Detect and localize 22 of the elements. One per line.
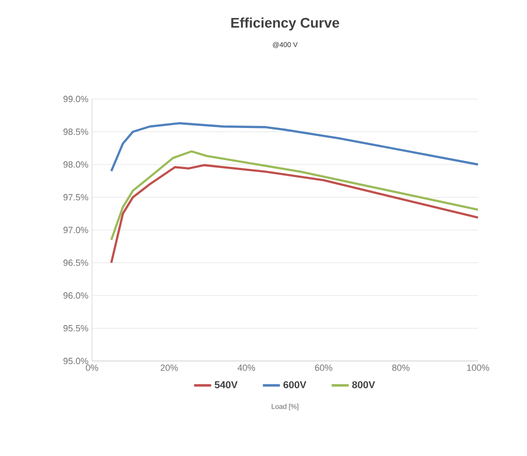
x-tick-label: 60% xyxy=(315,364,332,371)
y-tick-label: 97.0% xyxy=(63,226,88,234)
chart-title: Efficiency Curve xyxy=(231,17,340,30)
y-tick-label: 97.5% xyxy=(63,194,88,200)
line-series xyxy=(110,150,480,241)
legend-label: 540V xyxy=(214,381,238,388)
x-tick-label: 40% xyxy=(238,364,256,371)
line-series xyxy=(110,164,480,264)
legend-label: 600V xyxy=(283,381,306,388)
legend-label: 800V xyxy=(352,381,376,388)
y-tick-label: 99.0% xyxy=(63,96,88,102)
x-tick-label: 100% xyxy=(467,364,490,371)
x-tick-label: 80% xyxy=(392,364,410,371)
y-tick-label: 96.5% xyxy=(63,260,88,266)
y-tick-label: 98.5% xyxy=(63,128,88,135)
line-series xyxy=(110,122,480,172)
x-tick-label: 20% xyxy=(160,364,178,371)
y-tick-label: 98.0% xyxy=(63,161,88,168)
x-tick-label: 0% xyxy=(86,364,98,371)
y-tick-label: 95.0% xyxy=(63,358,88,364)
y-tick-label: 95.5% xyxy=(63,325,88,332)
y-tick-label: 96.0% xyxy=(63,292,88,299)
